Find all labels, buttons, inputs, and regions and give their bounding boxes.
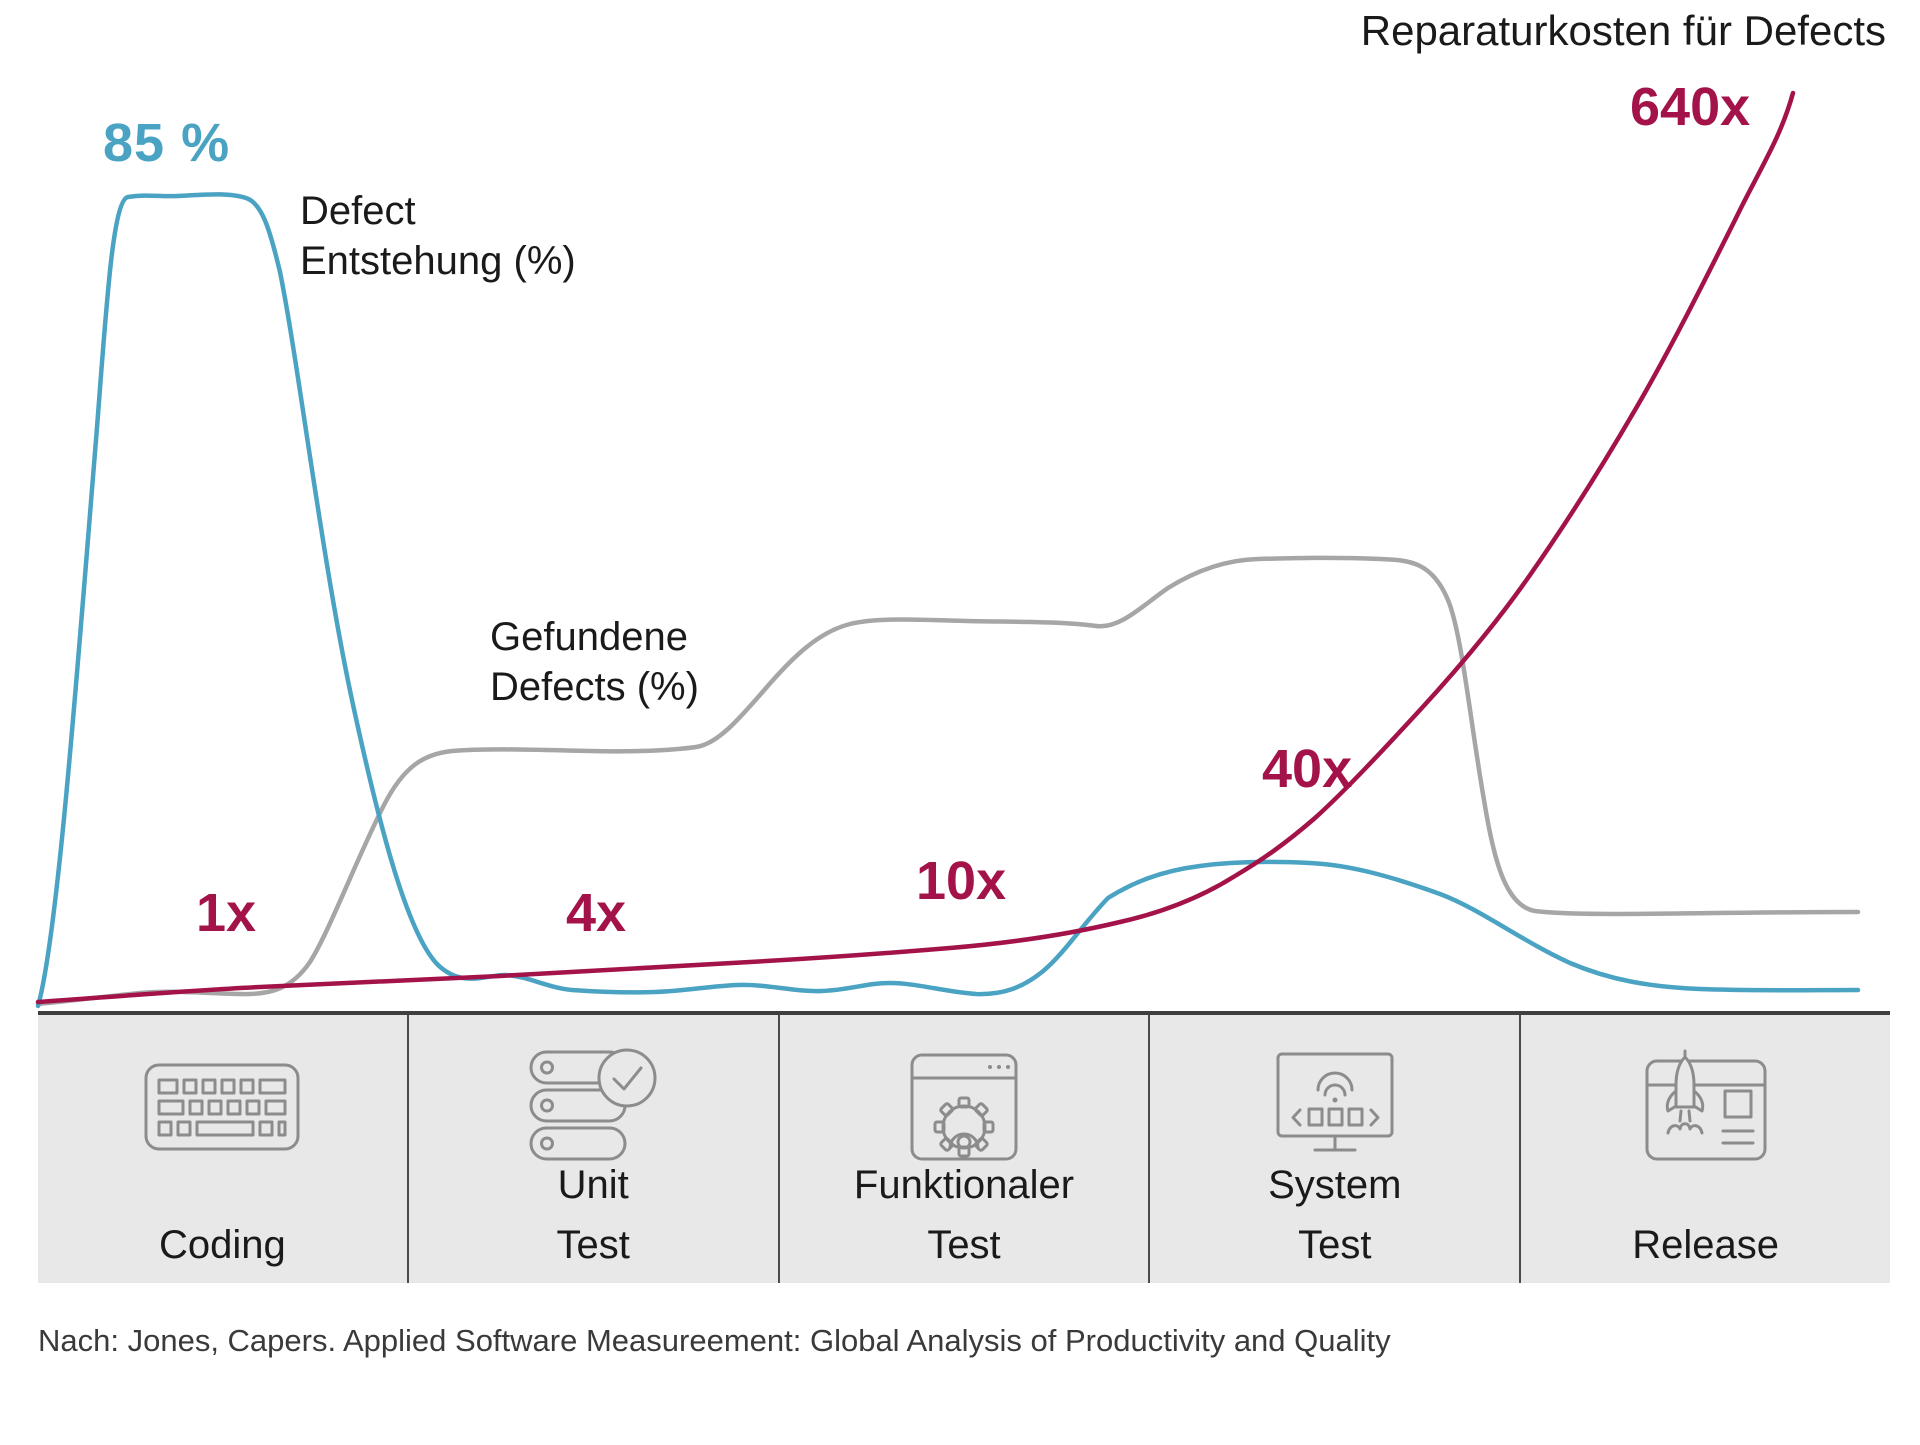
- phase-label-line2: Release: [1632, 1223, 1779, 1267]
- browser-gear-icon: [780, 1043, 1149, 1171]
- defect-origin-peak-value: 85 %: [103, 113, 231, 173]
- phase-label-system-test: System Test: [1150, 1155, 1519, 1275]
- phase-label-line1: [38, 1155, 407, 1215]
- cost-multiplier-unit-test: 4x: [566, 883, 627, 943]
- phase-label-line2: Coding: [159, 1223, 286, 1267]
- phase-label-release: Release: [1521, 1155, 1890, 1275]
- chart-title: Reparaturkosten für Defects: [1360, 7, 1886, 54]
- phase-label-functional-test: Funktionaler Test: [780, 1155, 1149, 1275]
- phase-label-line2: Test: [927, 1223, 1001, 1267]
- cost-multiplier-release: 640x: [1630, 77, 1751, 137]
- phase-label-line2: Test: [556, 1223, 630, 1267]
- phase-cell-release: Release: [1519, 1015, 1890, 1283]
- phase-label-line2: Test: [1298, 1223, 1372, 1267]
- defect-origin-curve: [35, 192, 1861, 1009]
- cost-multiplier-functional-test: 10x: [916, 851, 1007, 911]
- phase-axis-band: Coding Unit Test: [38, 1011, 1890, 1283]
- unit-test-checklist-icon: [409, 1043, 778, 1171]
- phase-label-line1: Funktionaler: [853, 1163, 1075, 1207]
- repair-cost-curve: [35, 90, 1796, 1005]
- phase-label-line1: System: [1268, 1163, 1402, 1207]
- phase-label-coding: Coding: [38, 1155, 407, 1275]
- defect-origin-series-label: Defect Entstehung (%): [300, 189, 576, 283]
- phase-cell-system-test: System Test: [1148, 1015, 1519, 1283]
- phase-label-line1: [1521, 1155, 1890, 1215]
- monitor-wifi-icon: [1150, 1043, 1519, 1171]
- defects-found-series-label: Gefundene Defects (%): [490, 615, 699, 709]
- phase-label-line1: Unit: [557, 1163, 629, 1207]
- phase-cell-unit-test: Unit Test: [406, 1015, 778, 1283]
- rocket-launch-icon: [1521, 1043, 1890, 1171]
- defects-found-curve: [35, 555, 1861, 1007]
- phase-cell-coding: Coding: [38, 1015, 407, 1283]
- phase-cell-functional-test: Funktionaler Test: [777, 1015, 1149, 1283]
- keyboard-icon: [38, 1043, 407, 1171]
- source-citation: Nach: Jones, Capers. Applied Software Me…: [38, 1323, 1391, 1358]
- cost-multiplier-system-test: 40x: [1262, 739, 1353, 799]
- cost-multiplier-coding: 1x: [196, 883, 257, 943]
- phase-label-unit-test: Unit Test: [409, 1155, 778, 1275]
